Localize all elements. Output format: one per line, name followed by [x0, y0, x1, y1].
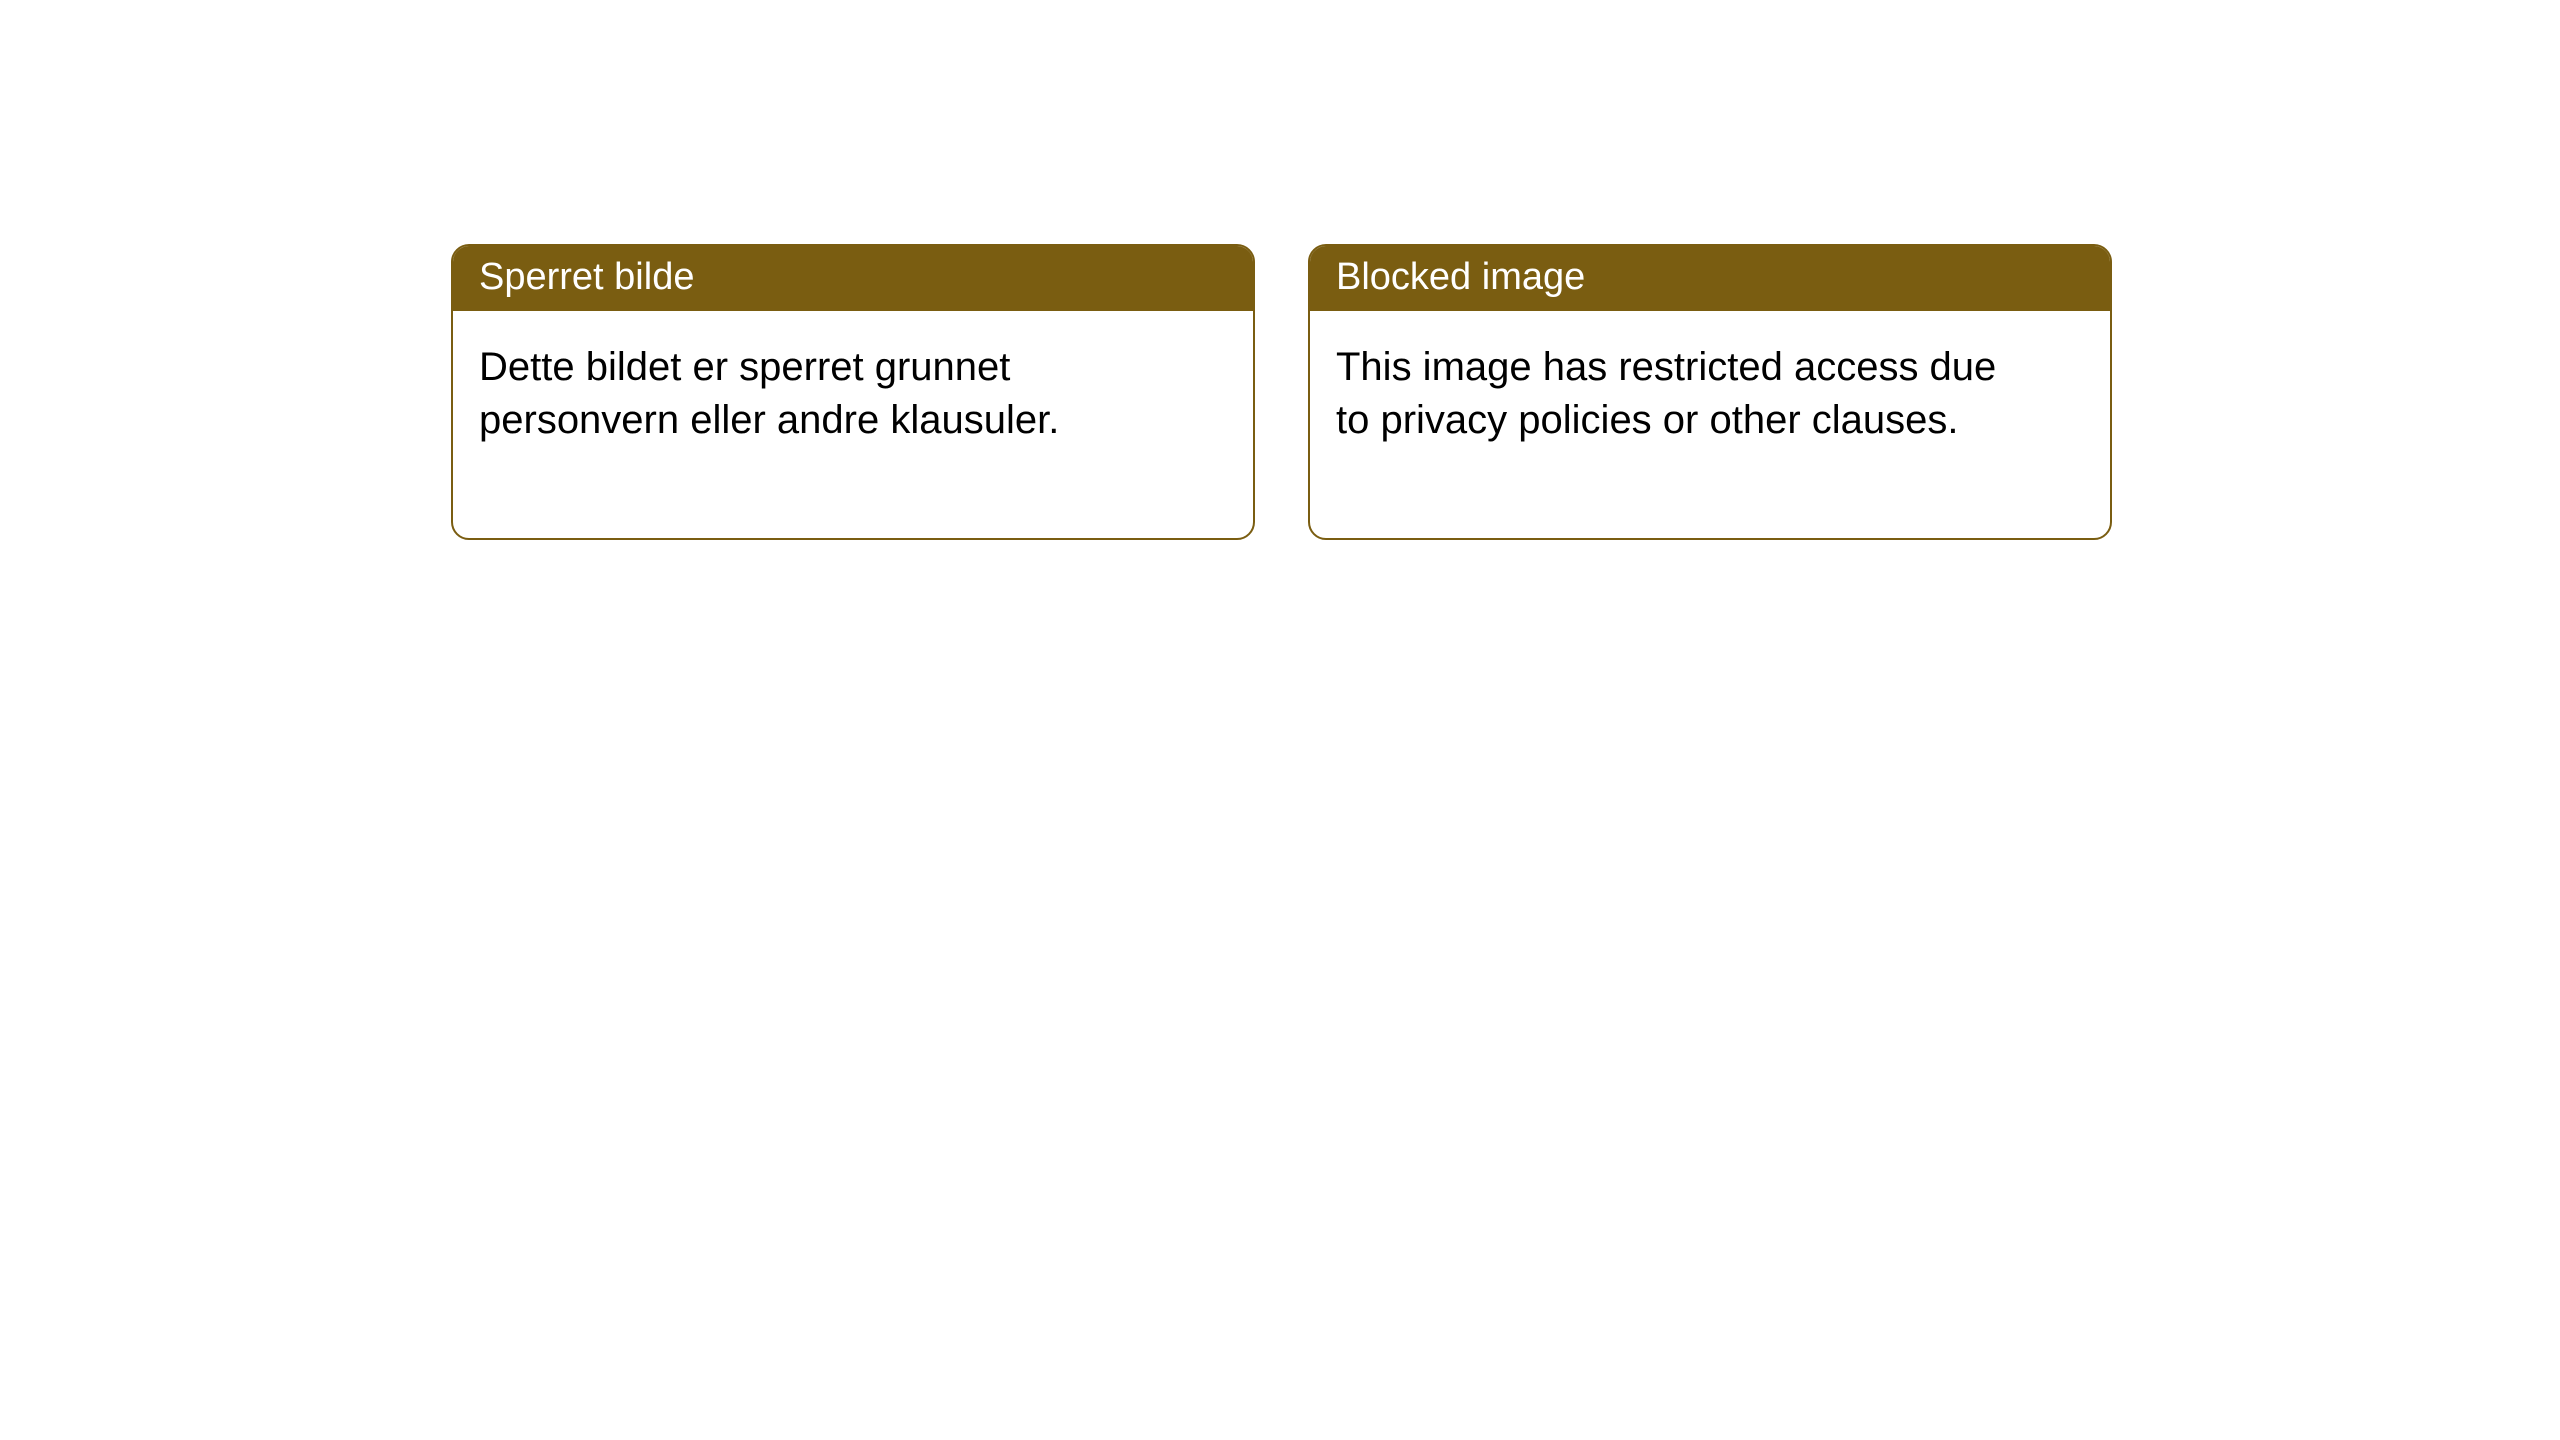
notice-card-norwegian: Sperret bilde Dette bildet er sperret gr…: [451, 244, 1255, 540]
notice-body-text: This image has restricted access due to …: [1336, 341, 2016, 447]
notice-title: Sperret bilde: [479, 256, 694, 298]
notice-container: Sperret bilde Dette bildet er sperret gr…: [451, 244, 2112, 540]
notice-body-english: This image has restricted access due to …: [1310, 311, 2110, 538]
notice-card-english: Blocked image This image has restricted …: [1308, 244, 2112, 540]
notice-header-norwegian: Sperret bilde: [453, 246, 1253, 311]
notice-header-english: Blocked image: [1310, 246, 2110, 311]
notice-body-text: Dette bildet er sperret grunnet personve…: [479, 341, 1159, 447]
notice-body-norwegian: Dette bildet er sperret grunnet personve…: [453, 311, 1253, 538]
notice-title: Blocked image: [1336, 256, 1585, 298]
